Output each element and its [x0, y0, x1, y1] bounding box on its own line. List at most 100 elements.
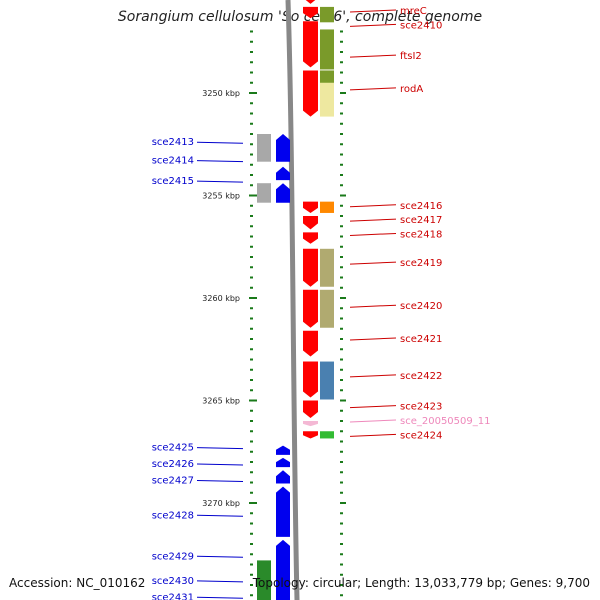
- reverse-gene-arrow[interactable]: [276, 539, 290, 600]
- scale-tick-left: [249, 194, 257, 197]
- scale-tick-left: [250, 235, 253, 238]
- gene-label[interactable]: sce_20050509_11: [400, 416, 490, 427]
- gene-label[interactable]: sce2423: [400, 402, 442, 413]
- scale-tick-right: [340, 153, 343, 156]
- label-layer[interactable]: mreC sce2410 ftsI2 rodA sce2416 sce2417 sce241…: [152, 6, 491, 600]
- gene-label[interactable]: sce2425: [152, 443, 194, 454]
- forward-gene-arrow[interactable]: [303, 70, 318, 117]
- gene-label[interactable]: sce2420: [400, 301, 442, 312]
- forward-gene-arrow[interactable]: [303, 216, 318, 230]
- gene-label[interactable]: sce2410: [400, 20, 442, 31]
- scale-tick-right: [340, 522, 343, 525]
- reverse-gene-arrow[interactable]: [276, 134, 290, 162]
- scale-tick-left: [250, 358, 253, 361]
- scale-tick-left: [250, 30, 253, 33]
- protein-domain-box[interactable]: [320, 6, 334, 23]
- scale-tick-left: [250, 276, 253, 279]
- tick-column-left: [249, 30, 257, 597]
- scale-tick-right: [340, 51, 343, 53]
- forward-gene-arrow[interactable]: [303, 232, 318, 244]
- forward-gene-arrow[interactable]: [303, 330, 318, 357]
- scale-tick-left: [250, 594, 253, 597]
- gene-label[interactable]: mreC: [400, 6, 427, 17]
- scale-tick-left: [249, 297, 257, 299]
- gene-label[interactable]: rodA: [400, 84, 423, 95]
- gene-leader-line: [196, 479, 244, 482]
- gene-leader-line: [196, 447, 244, 450]
- protein-domain-box[interactable]: [320, 289, 334, 328]
- forward-gene-arrow[interactable]: [303, 361, 318, 398]
- scale-tick-left: [250, 245, 253, 248]
- scale-label: 3270 kbp: [202, 499, 240, 508]
- domain-layer: [257, 6, 334, 600]
- protein-domain-box[interactable]: [257, 134, 271, 162]
- scale-tick-left: [250, 204, 253, 207]
- forward-gene-arrow[interactable]: [303, 431, 318, 439]
- forward-gene-arrow[interactable]: [303, 201, 318, 213]
- protein-domain-box[interactable]: [257, 183, 271, 203]
- scale-tick-left: [250, 491, 253, 494]
- gene-label[interactable]: sce2431: [152, 592, 194, 600]
- map-title: Sorangium cellulosum 'So ce 56', complet…: [117, 9, 483, 25]
- gene-leader-line: [349, 405, 397, 409]
- scale-tick-right: [340, 399, 346, 402]
- scale-tick-left: [250, 71, 253, 74]
- gene-leader-line: [349, 218, 397, 222]
- pseudogene-arrow[interactable]: [303, 421, 318, 427]
- reverse-gene-arrow[interactable]: [276, 166, 290, 181]
- gene-label[interactable]: sce2430: [152, 576, 194, 587]
- protein-domain-box[interactable]: [320, 361, 334, 400]
- gene-label[interactable]: sce2413: [152, 137, 194, 148]
- forward-gene-arrow[interactable]: [303, 6, 318, 19]
- scale-tick-left: [250, 420, 253, 422]
- forward-gene-arrow[interactable]: [303, 0, 318, 4]
- reverse-gene-arrow[interactable]: [276, 486, 290, 537]
- gene-label[interactable]: sce2428: [152, 510, 194, 521]
- scale-tick-left: [250, 102, 253, 105]
- scale-tick-left: [250, 40, 253, 43]
- protein-domain-box[interactable]: [257, 560, 271, 600]
- protein-domain-box[interactable]: [320, 431, 334, 439]
- gene-label[interactable]: sce2426: [152, 459, 194, 470]
- forward-gene-arrow[interactable]: [303, 21, 318, 68]
- scale-tick-left: [250, 338, 253, 340]
- gene-label[interactable]: sce2421: [400, 334, 442, 345]
- gene-label[interactable]: sce2429: [152, 551, 194, 562]
- gene-label[interactable]: sce2419: [400, 258, 442, 269]
- gene-label[interactable]: sce2416: [400, 201, 442, 212]
- gene-label[interactable]: sce2415: [152, 176, 194, 187]
- scale-tick-right: [340, 256, 343, 258]
- protein-domain-box[interactable]: [320, 201, 334, 213]
- reverse-gene-arrow[interactable]: [276, 457, 290, 468]
- scale-tick-left: [250, 143, 253, 146]
- scale-tick-right: [340, 194, 346, 197]
- gene-layer[interactable]: [276, 0, 318, 600]
- gene-label[interactable]: ftsI2: [400, 51, 422, 62]
- gene-label[interactable]: sce2417: [400, 215, 442, 226]
- gene-label[interactable]: sce2422: [400, 371, 442, 382]
- scale-tick-right: [340, 215, 343, 217]
- scale-tick-left: [250, 286, 253, 289]
- scale-tick-left: [250, 215, 253, 217]
- forward-gene-arrow[interactable]: [303, 248, 318, 287]
- gene-leader-line: [349, 9, 397, 13]
- gene-leader-line: [349, 204, 397, 208]
- gene-label[interactable]: sce2418: [400, 229, 442, 240]
- scale-tick-right: [340, 563, 343, 566]
- reverse-gene-arrow[interactable]: [276, 183, 290, 203]
- reverse-gene-arrow[interactable]: [276, 445, 290, 455]
- scale-tick-left: [250, 133, 253, 135]
- forward-gene-arrow[interactable]: [303, 400, 318, 418]
- gene-label[interactable]: sce2427: [152, 475, 194, 486]
- scale-tick-left: [250, 225, 253, 228]
- gene-label[interactable]: sce2424: [400, 430, 442, 441]
- protein-domain-box[interactable]: [320, 29, 334, 70]
- protein-domain-box[interactable]: [320, 82, 334, 117]
- forward-gene-arrow[interactable]: [303, 289, 318, 328]
- gene-label[interactable]: sce2414: [152, 156, 194, 167]
- reverse-gene-arrow[interactable]: [276, 470, 290, 484]
- protein-domain-box[interactable]: [320, 248, 334, 287]
- scale-tick-right: [340, 204, 343, 207]
- gene-leader-line: [349, 54, 397, 58]
